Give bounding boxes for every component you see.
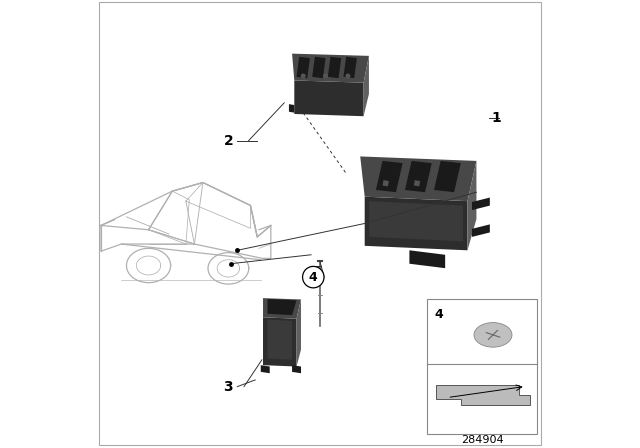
Polygon shape xyxy=(383,180,389,186)
Ellipse shape xyxy=(474,323,512,347)
Polygon shape xyxy=(410,250,445,268)
Text: 3: 3 xyxy=(223,379,233,394)
Polygon shape xyxy=(467,161,476,250)
Text: 2: 2 xyxy=(223,134,233,148)
Polygon shape xyxy=(376,161,403,192)
Polygon shape xyxy=(365,197,467,250)
Polygon shape xyxy=(292,365,301,373)
Polygon shape xyxy=(296,299,301,366)
Polygon shape xyxy=(263,317,296,366)
Polygon shape xyxy=(434,161,461,192)
Polygon shape xyxy=(369,201,463,241)
Polygon shape xyxy=(472,198,490,210)
Polygon shape xyxy=(405,161,432,192)
Polygon shape xyxy=(436,385,530,405)
Polygon shape xyxy=(360,156,476,201)
Polygon shape xyxy=(312,57,326,78)
Text: 4: 4 xyxy=(435,307,443,320)
Polygon shape xyxy=(294,81,364,116)
Circle shape xyxy=(301,74,305,78)
Polygon shape xyxy=(328,57,341,78)
Text: 4: 4 xyxy=(309,271,317,284)
Polygon shape xyxy=(364,56,369,116)
Circle shape xyxy=(324,74,328,78)
Polygon shape xyxy=(268,299,296,315)
Polygon shape xyxy=(263,298,301,319)
Polygon shape xyxy=(289,104,294,112)
Text: 284904: 284904 xyxy=(461,435,503,445)
Polygon shape xyxy=(472,224,490,237)
Polygon shape xyxy=(296,57,310,78)
Polygon shape xyxy=(292,54,369,83)
Circle shape xyxy=(303,267,324,288)
FancyBboxPatch shape xyxy=(428,299,537,434)
Text: 1: 1 xyxy=(492,112,501,125)
Polygon shape xyxy=(260,365,269,373)
Circle shape xyxy=(346,74,349,78)
Polygon shape xyxy=(414,180,420,186)
Polygon shape xyxy=(268,319,292,360)
Polygon shape xyxy=(344,57,357,78)
